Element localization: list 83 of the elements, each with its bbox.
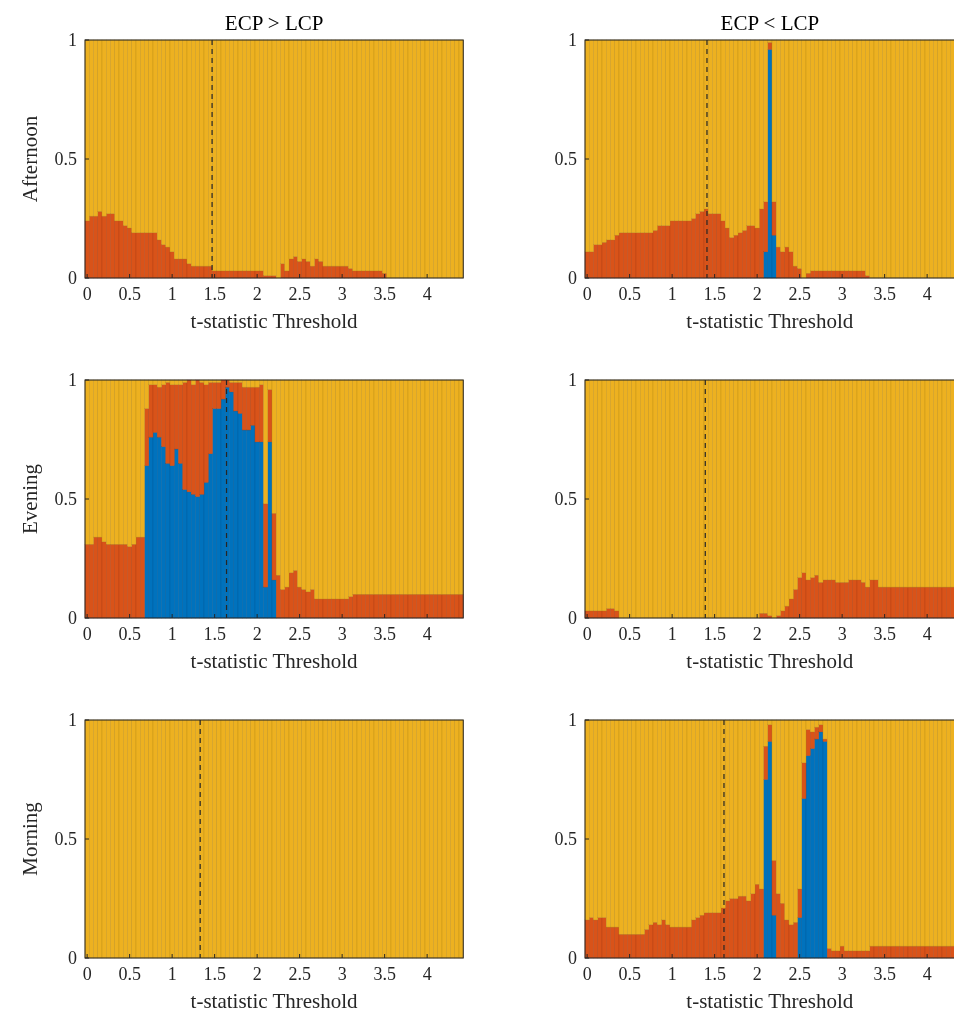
y-tick-label: 1 xyxy=(68,370,77,390)
x-tick-label: 1.5 xyxy=(703,284,726,304)
x-tick-label: 2.5 xyxy=(788,284,811,304)
y-axis-title: Afternoon xyxy=(18,115,42,203)
y-tick-label: 0 xyxy=(68,608,77,628)
x-tick-label: 0 xyxy=(82,964,92,984)
chart-title: ECP < LCP xyxy=(720,11,820,35)
x-tick-label: 0.5 xyxy=(618,284,641,304)
x-tick-label: 1.5 xyxy=(703,624,726,644)
x-tick-label: 2 xyxy=(752,284,762,304)
x-tick-label: 0.5 xyxy=(618,624,641,644)
y-axis-title: Morning xyxy=(18,801,42,876)
y-tick-label: 0 xyxy=(568,948,577,968)
x-tick-label: 0 xyxy=(82,284,92,304)
x-tick-label: 3.5 xyxy=(373,284,396,304)
y-tick-label: 0.5 xyxy=(554,489,577,509)
x-tick-label: 1.5 xyxy=(703,964,726,984)
y-tick-label: 0.5 xyxy=(554,829,577,849)
x-tick-label: 1 xyxy=(667,284,677,304)
x-axis-title: t-statistic Threshold xyxy=(686,649,854,673)
x-tick-label: 1 xyxy=(667,624,677,644)
x-tick-label: 0.5 xyxy=(618,964,641,984)
x-tick-label: 4 xyxy=(422,624,432,644)
y-tick-label: 1 xyxy=(568,370,577,390)
x-tick-label: 4 xyxy=(422,284,432,304)
x-tick-label: 4 xyxy=(922,624,932,644)
x-tick-label: 3.5 xyxy=(373,964,396,984)
y-tick-label: 0.5 xyxy=(554,149,577,169)
x-axis-title: t-statistic Threshold xyxy=(686,309,854,333)
x-tick-label: 0.5 xyxy=(118,624,141,644)
x-tick-label: 3 xyxy=(337,284,347,304)
x-tick-label: 2.5 xyxy=(288,964,311,984)
x-tick-label: 1 xyxy=(667,964,677,984)
x-tick-label: 3.5 xyxy=(373,624,396,644)
x-tick-label: 0 xyxy=(582,964,592,984)
y-tick-label: 0.5 xyxy=(54,489,77,509)
x-tick-label: 1 xyxy=(167,964,177,984)
x-tick-label: 0 xyxy=(582,284,592,304)
x-tick-label: 1.5 xyxy=(203,624,226,644)
y-tick-label: 0 xyxy=(68,948,77,968)
x-tick-label: 1 xyxy=(167,284,177,304)
y-tick-label: 0.5 xyxy=(54,829,77,849)
x-tick-label: 0.5 xyxy=(118,284,141,304)
x-tick-label: 2 xyxy=(752,964,762,984)
x-tick-label: 4 xyxy=(922,964,932,984)
x-tick-label: 2 xyxy=(252,964,262,984)
x-axis-title: t-statistic Threshold xyxy=(686,989,854,1013)
y-tick-label: 1 xyxy=(568,30,577,50)
x-tick-label: 0 xyxy=(82,624,92,644)
x-tick-label: 2.5 xyxy=(788,624,811,644)
x-tick-label: 3 xyxy=(837,964,847,984)
x-tick-label: 3.5 xyxy=(873,284,896,304)
x-tick-label: 4 xyxy=(922,284,932,304)
x-tick-label: 2 xyxy=(252,284,262,304)
x-tick-label: 2.5 xyxy=(788,964,811,984)
x-tick-label: 2 xyxy=(752,624,762,644)
x-tick-label: 0 xyxy=(582,624,592,644)
y-tick-label: 0.5 xyxy=(54,149,77,169)
x-axis-title: t-statistic Threshold xyxy=(190,309,359,333)
x-tick-label: 4 xyxy=(422,964,432,984)
chart-title: ECP > LCP xyxy=(224,11,324,35)
x-tick-label: 1.5 xyxy=(203,964,226,984)
x-tick-label: 3.5 xyxy=(873,964,896,984)
y-tick-label: 0 xyxy=(568,608,577,628)
y-tick-label: 1 xyxy=(68,30,77,50)
x-tick-label: 1.5 xyxy=(203,284,226,304)
y-axis-title: Evening xyxy=(18,463,42,534)
x-tick-label: 3 xyxy=(337,964,347,984)
x-tick-label: 1 xyxy=(167,624,177,644)
x-tick-label: 2.5 xyxy=(288,624,311,644)
y-tick-label: 0 xyxy=(68,268,77,288)
x-tick-label: 3 xyxy=(837,624,847,644)
x-tick-label: 3 xyxy=(837,284,847,304)
x-tick-label: 3 xyxy=(337,624,347,644)
x-axis-title: t-statistic Threshold xyxy=(190,989,359,1013)
x-tick-label: 0.5 xyxy=(118,964,141,984)
y-tick-label: 1 xyxy=(68,710,77,730)
x-tick-label: 3.5 xyxy=(873,624,896,644)
x-axis-title: t-statistic Threshold xyxy=(190,649,359,673)
y-tick-label: 1 xyxy=(568,710,577,730)
y-tick-label: 0 xyxy=(568,268,577,288)
x-tick-label: 2.5 xyxy=(288,284,311,304)
x-tick-label: 2 xyxy=(252,624,262,644)
